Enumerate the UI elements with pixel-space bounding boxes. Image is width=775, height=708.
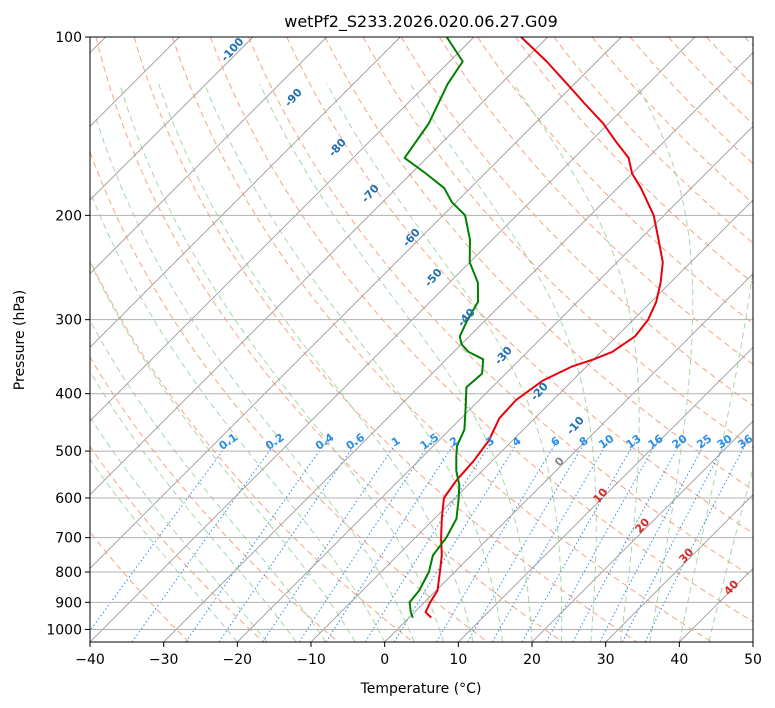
- y-tick-label: 400: [55, 387, 82, 403]
- isotherm--10: [310, 199, 753, 642]
- mixing-ratio-line: [298, 440, 432, 642]
- y-tick-label: 200: [55, 208, 82, 224]
- mixing-ratio-line: [644, 440, 748, 642]
- moist-adiabat: [90, 370, 297, 642]
- x-tick-label: 0: [380, 652, 389, 668]
- dry-adiabat: [95, 37, 563, 642]
- x-axis-ticks: −40 −30 −20 −10 0 10 20 30 40 50: [75, 642, 762, 668]
- mixing-ratio-line: [262, 440, 399, 642]
- moist-adiabat: [635, 83, 694, 642]
- isotherm--90: [90, 37, 327, 275]
- temperature-profile: [424, 37, 664, 619]
- isotherm-10: [458, 346, 753, 642]
- moist-adiabat: [94, 114, 415, 642]
- moist-adiabat-lines: [90, 83, 753, 642]
- isotherm--100: [90, 37, 254, 201]
- x-tick-label: 30: [597, 652, 615, 668]
- isotherm--30: [163, 52, 753, 642]
- mixing-ratio-line: [491, 440, 609, 642]
- isotherm--20: [237, 125, 753, 642]
- dry-adiabat: [553, 37, 753, 244]
- dry-adiabat: [210, 37, 753, 623]
- mixing-ratio-line: [185, 440, 328, 642]
- isobar-gridlines: [90, 37, 753, 630]
- dry-adiabat: [438, 37, 753, 366]
- isotherm-30: [605, 494, 753, 642]
- plot-frame: [89, 36, 754, 643]
- mixing-ratio-line: [545, 440, 659, 642]
- dry-adiabat: [591, 37, 753, 204]
- mixing-ratio-line: [90, 440, 231, 632]
- x-tick-label: −10: [296, 652, 326, 668]
- y-tick-label: 300: [55, 313, 82, 329]
- moist-adiabat: [90, 319, 327, 642]
- y-tick-label: 800: [55, 565, 82, 581]
- moist-adiabat: [513, 83, 640, 642]
- isotherm--80: [90, 37, 401, 348]
- dry-adiabat: [90, 259, 414, 642]
- mixing-ratio-lines: [90, 440, 748, 642]
- isotherm-0: [384, 273, 753, 642]
- moist-adiabat: [90, 260, 356, 642]
- y-axis-ticks: 100 200 300 400 500 600 700 800 900 1000: [46, 30, 90, 638]
- isotherm--50: [90, 37, 622, 569]
- sounding-profiles: [403, 37, 664, 619]
- x-tick-label: 10: [449, 652, 467, 668]
- y-tick-label: 500: [55, 444, 82, 460]
- moist-adiabat: [409, 83, 597, 642]
- dry-adiabat: [248, 37, 753, 578]
- moist-adiabat: [90, 416, 268, 642]
- mixing-ratio-line: [572, 440, 683, 642]
- mixing-ratio-line: [435, 440, 558, 642]
- dry-adiabat: [324, 37, 753, 491]
- y-tick-label: 100: [55, 30, 82, 46]
- moist-adiabat: [119, 83, 445, 642]
- y-tick-label: 900: [55, 595, 82, 611]
- x-axis-label: Temperature (°C): [360, 681, 482, 697]
- dry-adiabat: [286, 37, 753, 534]
- dry-adiabat: [90, 445, 264, 642]
- dewpoint-profile: [403, 37, 485, 618]
- isotherm--40: [90, 37, 696, 642]
- mixing-ratio-line: [325, 440, 457, 642]
- moist-adiabat: [204, 83, 503, 642]
- isotherm--70: [90, 37, 475, 422]
- y-axis-label: Pressure (hPa): [12, 290, 28, 390]
- mixing-ratio-line: [467, 440, 587, 642]
- moist-adiabat: [259, 83, 533, 642]
- x-tick-label: 50: [744, 652, 762, 668]
- y-tick-label: 1000: [46, 622, 82, 638]
- mixing-ratio-line: [521, 440, 637, 642]
- isotherm--60: [90, 37, 548, 496]
- x-tick-label: 40: [670, 652, 688, 668]
- isotherm-lines: [90, 37, 753, 642]
- x-tick-label: 20: [523, 652, 541, 668]
- chart-title: wetPf2_S233.2026.020.06.27.G09: [284, 12, 558, 32]
- dry-adiabat: [133, 37, 638, 642]
- moist-adiabat: [158, 83, 474, 642]
- y-tick-label: 700: [55, 531, 82, 547]
- dry-adiabat: [171, 37, 712, 642]
- x-tick-label: −20: [223, 652, 253, 668]
- moist-adiabat: [708, 466, 753, 642]
- moist-adiabat: [678, 83, 753, 642]
- y-tick-label: 600: [55, 491, 82, 507]
- mixing-ratio-label: 36: [735, 432, 755, 452]
- isotherm-20: [531, 420, 753, 642]
- moist-adiabat: [326, 83, 563, 642]
- dry-adiabat: [90, 356, 339, 642]
- x-tick-label: −30: [149, 652, 179, 668]
- dry-adiabat: [400, 37, 753, 407]
- x-tick-label: −40: [75, 652, 105, 668]
- mixing-ratio-line: [131, 440, 278, 642]
- mixing-ratio-line: [364, 440, 493, 642]
